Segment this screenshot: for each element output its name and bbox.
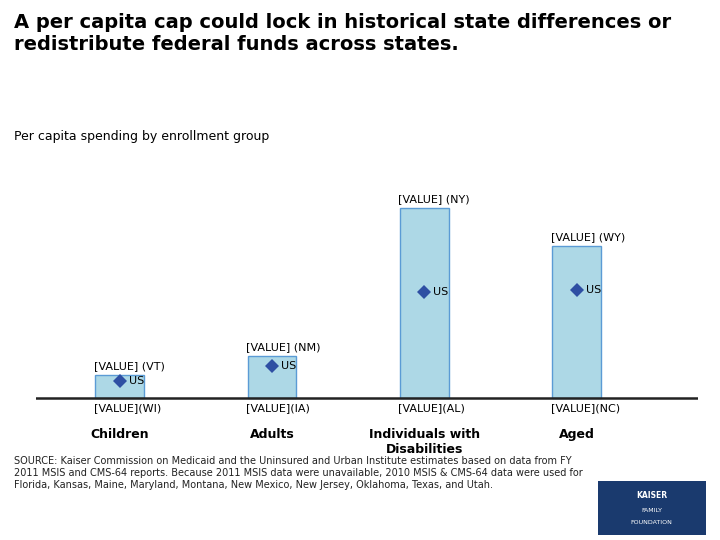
Text: FAMILY: FAMILY: [641, 508, 662, 513]
Text: [VALUE] (NY): [VALUE] (NY): [398, 194, 470, 204]
Text: [VALUE] (WY): [VALUE] (WY): [551, 232, 625, 242]
Text: [VALUE] (NM): [VALUE] (NM): [246, 342, 320, 352]
Text: [VALUE](IA): [VALUE](IA): [246, 403, 310, 414]
Text: US: US: [282, 361, 297, 370]
Text: [VALUE] (VT): [VALUE] (VT): [94, 361, 165, 372]
Text: A per capita cap could lock in historical state differences or: A per capita cap could lock in historica…: [14, 14, 672, 32]
Text: KAISER: KAISER: [636, 491, 667, 500]
Text: Adults: Adults: [250, 428, 294, 441]
Text: redistribute federal funds across states.: redistribute federal funds across states…: [14, 35, 459, 54]
Text: Individuals with
Disabilities: Individuals with Disabilities: [369, 428, 480, 456]
Text: US: US: [433, 287, 449, 296]
Text: Children: Children: [91, 428, 149, 441]
Text: [VALUE](WI): [VALUE](WI): [94, 403, 161, 414]
Text: SOURCE: Kaiser Commission on Medicaid and the Uninsured and Urban Institute esti: SOURCE: Kaiser Commission on Medicaid an…: [14, 456, 583, 489]
Text: [VALUE](NC): [VALUE](NC): [551, 403, 620, 414]
Text: Per capita spending by enrollment group: Per capita spending by enrollment group: [14, 130, 270, 143]
Bar: [552, 246, 601, 398]
Bar: [400, 208, 449, 398]
Text: US: US: [129, 376, 144, 386]
Bar: [248, 356, 297, 398]
Text: FOUNDATION: FOUNDATION: [631, 520, 672, 525]
Text: [VALUE](AL): [VALUE](AL): [398, 403, 465, 414]
Text: US: US: [585, 285, 601, 295]
Text: Aged: Aged: [559, 428, 595, 441]
Bar: [95, 375, 144, 398]
